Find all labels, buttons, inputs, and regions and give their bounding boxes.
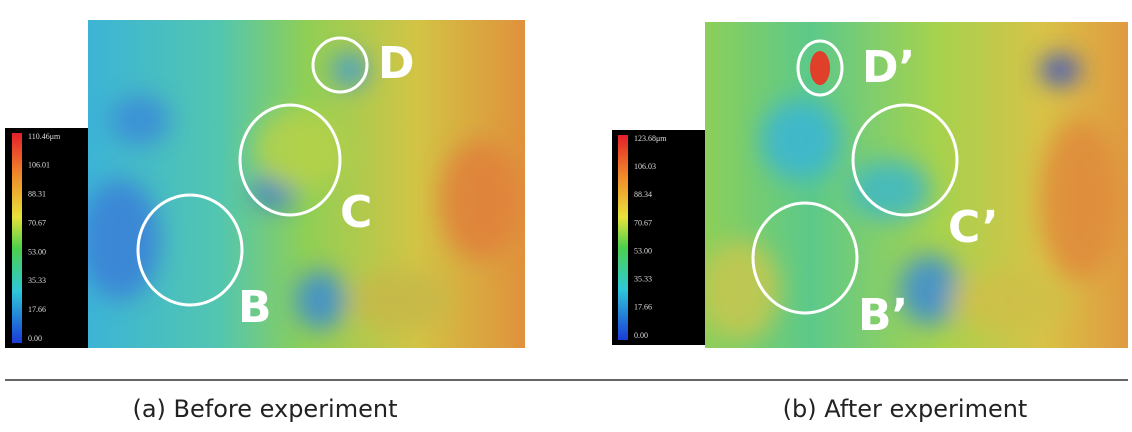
region-label: D	[378, 38, 415, 89]
colorbar-label: 0.00	[28, 334, 42, 343]
colorbar-label: 17.66	[28, 305, 46, 314]
colorbar-label: 53.00	[28, 247, 46, 256]
colorbar-label: 0.00	[634, 331, 648, 340]
region-label: C’	[948, 202, 999, 253]
colorbar-label: 88.31	[28, 190, 46, 199]
region-label: C	[340, 187, 372, 238]
colorbar-label: 70.67	[634, 218, 652, 227]
region-label: B’	[858, 290, 908, 341]
colorbar-label: 53.00	[634, 246, 652, 255]
colorbar-label: 35.33	[28, 276, 46, 285]
height-map	[80, 20, 525, 348]
colorbar-label: 123.68μm	[634, 134, 667, 143]
colorbar	[612, 130, 705, 345]
colorbar-label: 88.34	[634, 190, 652, 199]
region-label: D’	[862, 42, 915, 93]
caption: (a) Before experiment	[132, 395, 397, 423]
figure: D C B D’ C’ B’ (a) Before experiment (b)…	[0, 0, 1132, 432]
colorbar-label: 17.66	[634, 303, 652, 312]
colorbar-label: 106.01	[28, 161, 50, 170]
colorbar-label: 110.46μm	[28, 132, 61, 141]
colorbar-label: 106.03	[634, 162, 656, 171]
caption: (b) After experiment	[783, 395, 1028, 423]
colorbar-label: 70.67	[28, 218, 46, 227]
region-label: B	[238, 282, 272, 333]
colorbar-label: 35.33	[634, 275, 652, 284]
